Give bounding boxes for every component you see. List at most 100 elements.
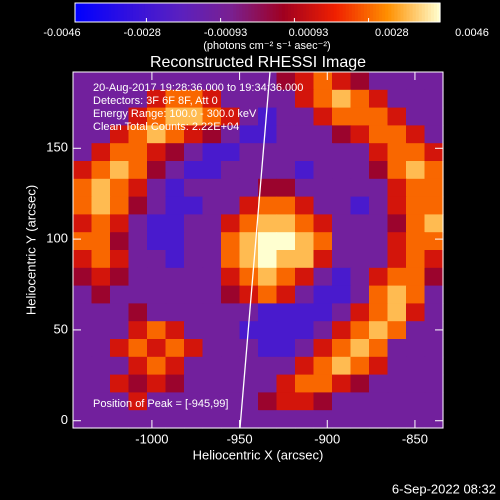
heat-cell (73, 356, 93, 376)
heat-cell (128, 125, 148, 144)
heat-cell (128, 196, 148, 215)
heat-cell (332, 161, 352, 180)
heat-cell (91, 178, 111, 198)
heat-cell (202, 321, 222, 340)
heat-cell (221, 303, 241, 322)
heat-cell (295, 267, 315, 287)
heat-cell (313, 143, 333, 162)
heat-cell (258, 339, 278, 358)
heat-cell (147, 267, 167, 287)
heat-cell (424, 374, 444, 393)
heat-cell (387, 285, 407, 304)
heat-cell (128, 410, 148, 429)
heat-cell (221, 125, 241, 144)
heat-cell (128, 72, 148, 91)
heat-cell (350, 143, 370, 162)
colorbar-swatch (242, 3, 246, 22)
heat-cell (184, 89, 204, 109)
heat-cell (165, 374, 185, 393)
colorbar-swatch (202, 3, 207, 22)
heat-cell (387, 178, 407, 198)
colorbar-swatch (415, 3, 420, 22)
heat-cell (332, 143, 352, 162)
heat-cell (424, 178, 444, 198)
heat-cell (350, 89, 370, 109)
colorbar-swatch (214, 3, 219, 22)
heat-cell (258, 107, 278, 126)
heat-cell (258, 196, 278, 215)
heat-cell (239, 410, 259, 429)
heat-cell (128, 303, 148, 322)
heat-cell (332, 356, 352, 376)
heat-cell (128, 392, 148, 411)
colorbar-tick-label: -0.0046 (43, 27, 80, 39)
heat-cell (184, 250, 204, 269)
heat-cell (73, 214, 93, 233)
heat-cell (221, 196, 241, 215)
colorbar-swatch (239, 3, 243, 22)
heat-cell (165, 392, 185, 411)
heat-cell (202, 374, 222, 393)
heat-cell (295, 392, 315, 411)
heat-cell (73, 161, 93, 180)
colorbar-swatch (400, 3, 405, 22)
colorbar-swatch (230, 3, 234, 22)
heat-cell (110, 303, 130, 322)
colorbar-swatch (160, 3, 164, 22)
colorbar-swatch (342, 3, 347, 22)
heat-cell (369, 178, 389, 198)
heat-cell (73, 107, 93, 126)
heat-cell (258, 214, 278, 233)
colorbar-swatch (135, 3, 140, 22)
heat-cell (424, 285, 444, 304)
heat-cell (387, 410, 407, 429)
heat-cell (73, 178, 93, 198)
heat-cell (332, 178, 352, 198)
footer: 6-Sep-2022 08:32 (392, 481, 496, 496)
heat-cell (295, 356, 315, 376)
colorbar-swatch (403, 3, 408, 22)
colorbar-swatch (394, 3, 399, 22)
colorbar-swatch (294, 3, 298, 22)
peak-label: Position of Peak = [-945,99] (93, 398, 228, 410)
heat-cell (184, 285, 204, 304)
heat-cell (350, 410, 370, 429)
heat-cell (91, 303, 111, 322)
heat-cell (369, 196, 389, 215)
heat-cell (350, 356, 370, 376)
colorbar-swatch (211, 3, 216, 22)
heat-cell (221, 72, 241, 91)
heat-cell (239, 339, 259, 358)
heat-cell (147, 232, 167, 251)
colorbar-swatch (385, 3, 389, 22)
heat-cell (332, 72, 352, 91)
heat-cell (110, 392, 130, 411)
colorbar-swatch (418, 3, 423, 22)
heat-cell (276, 250, 296, 269)
heat-cell (73, 232, 93, 251)
heat-cell (387, 356, 407, 376)
heat-cell (276, 196, 296, 215)
heat-cell (184, 178, 204, 198)
heat-cell (406, 125, 426, 144)
heat-cell (258, 178, 278, 198)
heat-cell (387, 267, 407, 287)
heat-cell (91, 107, 111, 126)
y-tick-label: 150 (46, 140, 68, 155)
heat-cell (295, 161, 315, 180)
heat-cell (202, 232, 222, 251)
heat-cell (110, 321, 130, 340)
colorbar-swatch (436, 3, 441, 22)
heat-cell (147, 250, 167, 269)
x-tick-label: -900 (314, 431, 340, 446)
heat-cell (332, 250, 352, 269)
colorbar-swatch (120, 3, 125, 22)
x-tick-label: -1000 (135, 431, 168, 446)
colorbar-swatch (217, 3, 222, 22)
heat-cell (387, 321, 407, 340)
heat-cell (387, 374, 407, 393)
heat-cell (221, 410, 241, 429)
colorbar-swatch (254, 3, 259, 22)
colorbar-swatch (172, 3, 176, 22)
